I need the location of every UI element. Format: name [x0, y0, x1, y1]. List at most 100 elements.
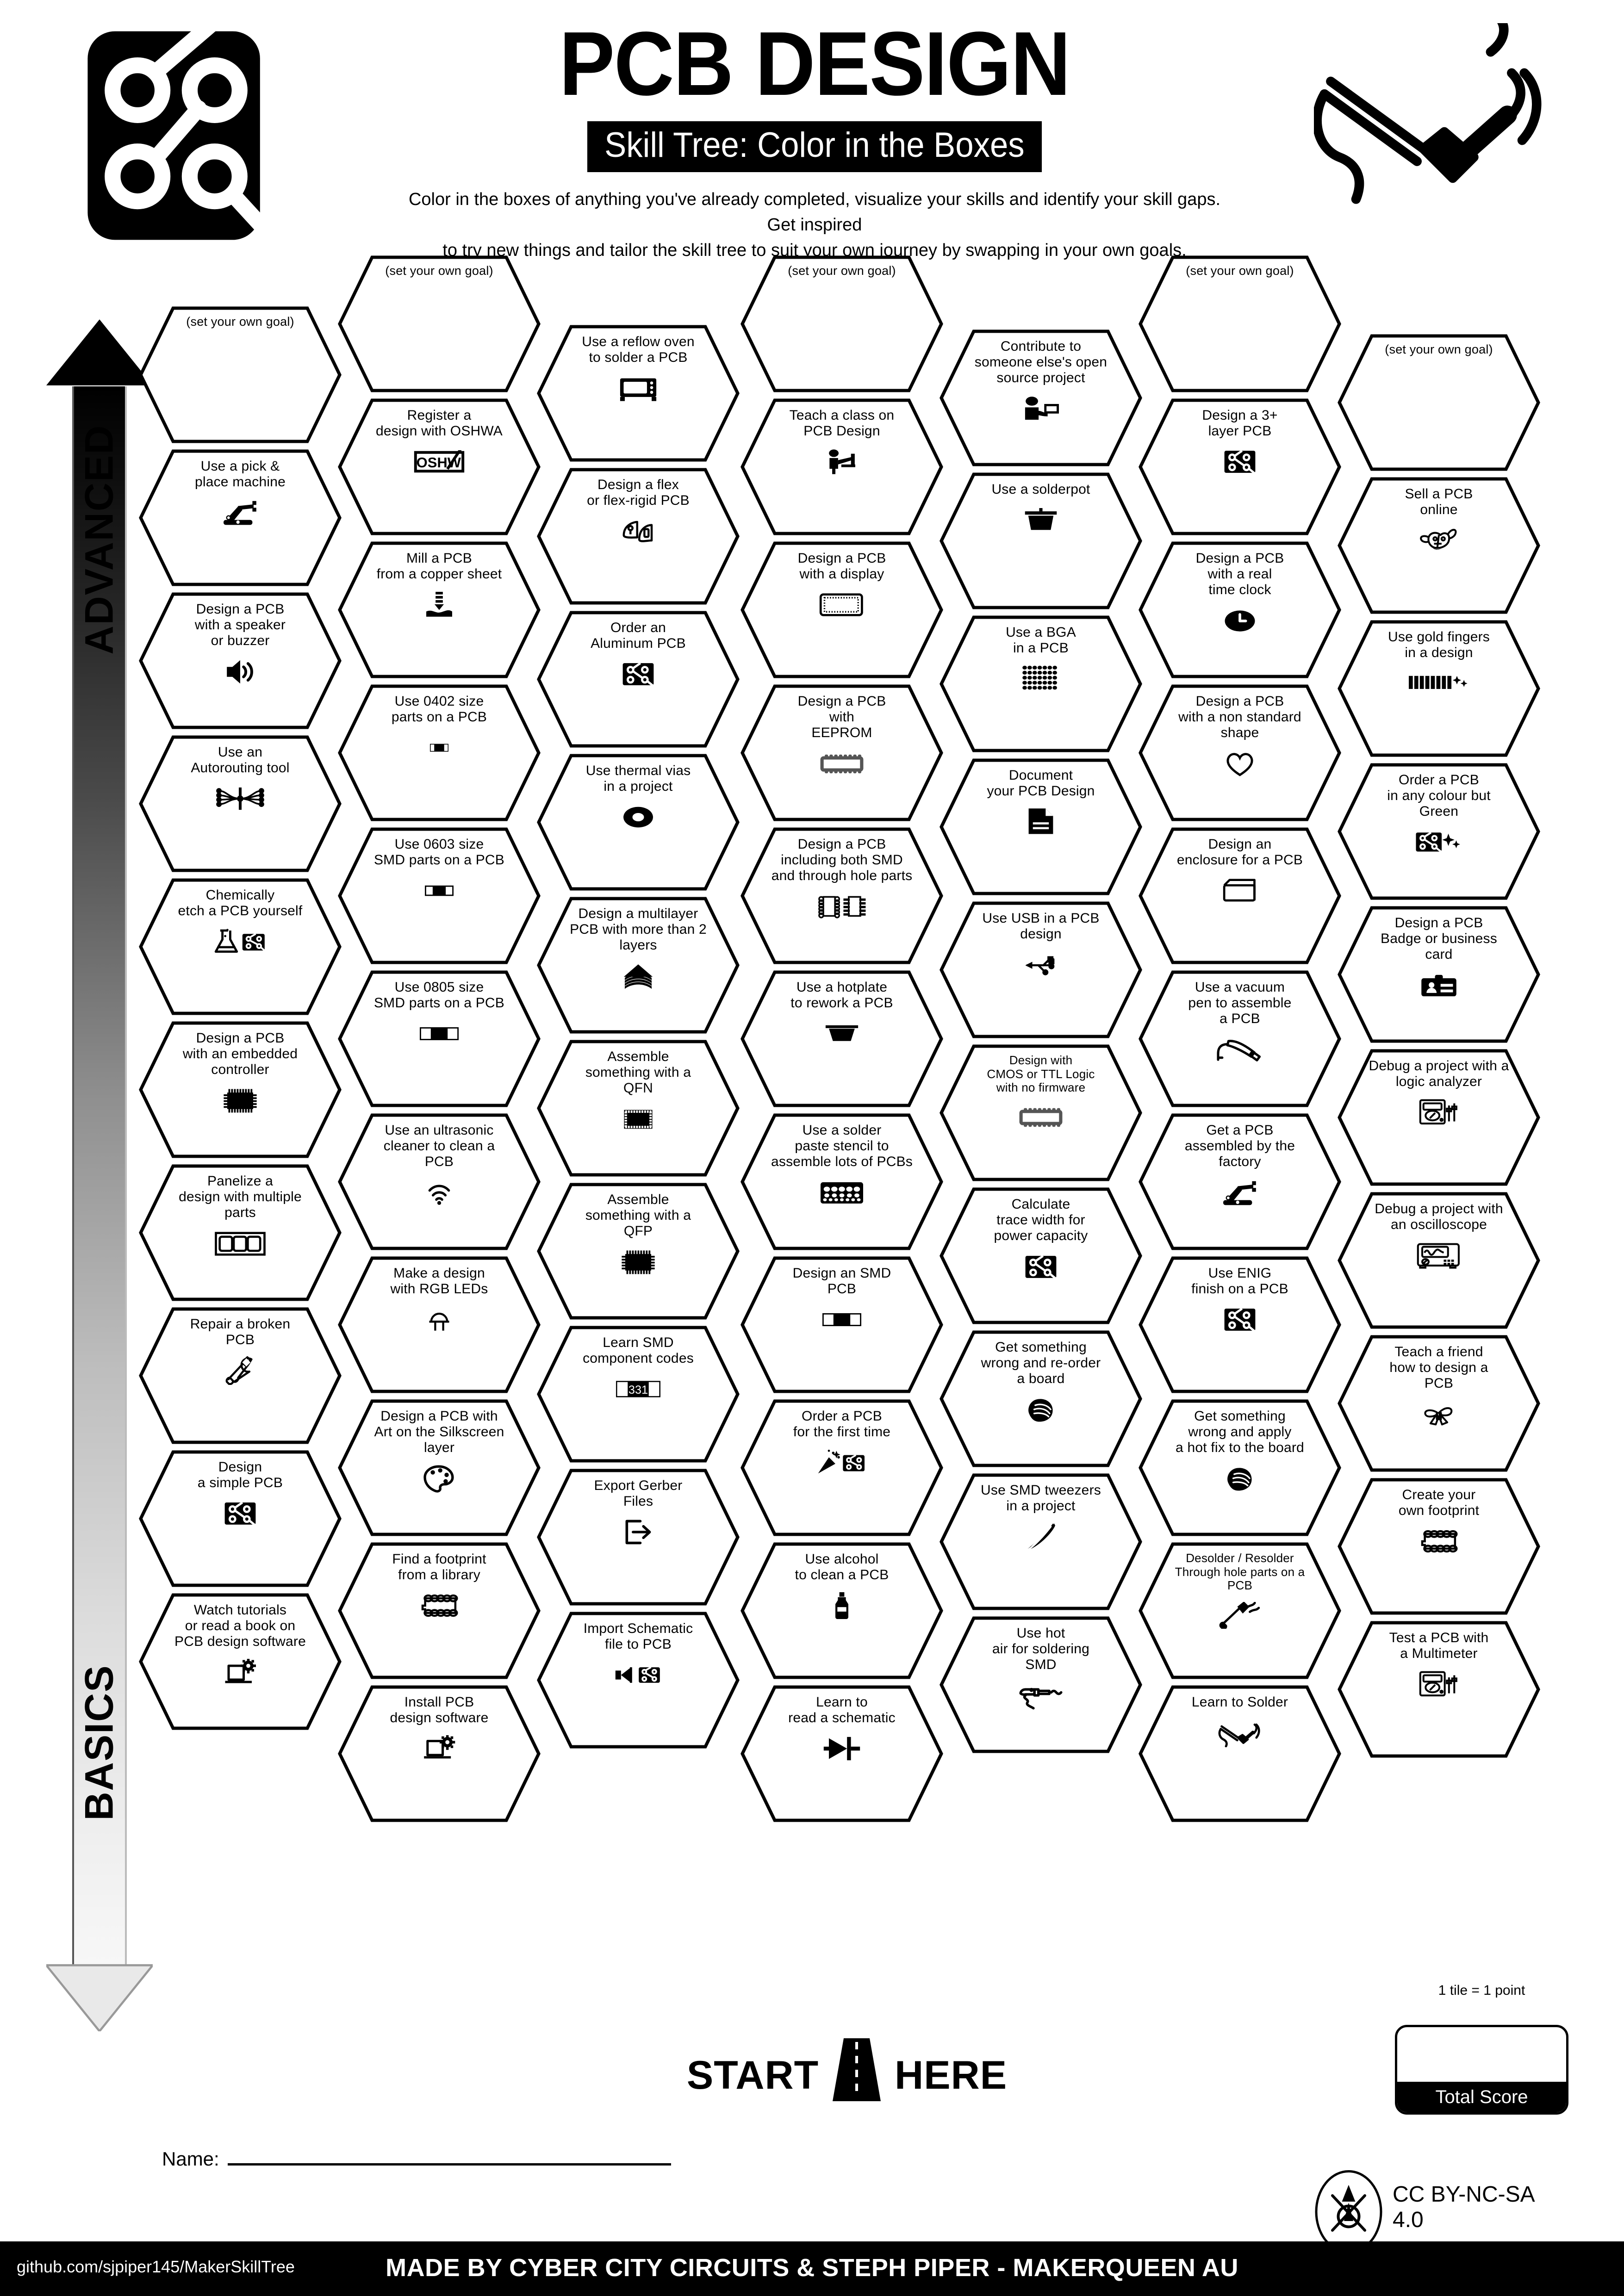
skill-tile[interactable]: Design with CMOS or TTL Logic with no firm…	[940, 1043, 1142, 1182]
hexagon-outline	[740, 1256, 943, 1393]
skill-tile[interactable]: Get a PCB assembled by the factory	[1139, 1112, 1341, 1251]
hexagon-outline	[1139, 1113, 1341, 1250]
skill-tile[interactable]: Document your PCB Design	[940, 757, 1142, 896]
skill-tile[interactable]: Chemically etch a PCB yourself	[139, 877, 342, 1016]
skill-tile[interactable]: Design a PCB with a speaker or buzzer	[139, 591, 342, 730]
hexagon-outline	[139, 878, 342, 1015]
skill-tile[interactable]: Design a PCB with EEPROM	[740, 683, 943, 822]
hexagon-outline	[537, 1612, 740, 1749]
skill-tile[interactable]: Design a PCB with Art on the Silkscreen la…	[338, 1398, 541, 1537]
skill-tile[interactable]: Use hot air for soldering SMD	[940, 1615, 1142, 1754]
cyber-city-circuits-logo	[1314, 2170, 1383, 2253]
skill-tile[interactable]: Design a PCB with an embedded controller	[139, 1020, 342, 1159]
skill-tile[interactable]: Create your own footprint	[1338, 1477, 1540, 1616]
skill-tile[interactable]: Design a flex or flex-rigid PCB	[537, 467, 740, 606]
skill-tile[interactable]: Find a footprint from a library	[338, 1541, 541, 1680]
skill-tile[interactable]: Watch tutorials or read a book on PCB desi…	[139, 1592, 342, 1731]
hexagon-outline	[1139, 970, 1341, 1107]
skill-tile[interactable]: Use thermal vias in a project	[537, 753, 740, 892]
hexagon-outline	[740, 398, 943, 535]
skill-tile[interactable]: Learn SMD component codes 331	[537, 1325, 740, 1464]
name-label: Name:	[162, 2148, 219, 2170]
score-card[interactable]: Total Score	[1395, 2025, 1568, 2115]
header: PCB DESIGN Skill Tree: Color in the Boxe…	[0, 0, 1624, 296]
total-score-box[interactable]: Total Score	[1395, 2008, 1568, 2115]
skill-tile[interactable]: Use SMD tweezers in a project	[940, 1472, 1142, 1611]
skill-tile[interactable]: Use a hotplate to rework a PCB	[740, 969, 943, 1108]
skill-tile[interactable]: Mill a PCB from a copper sheet	[338, 540, 541, 679]
skill-tile[interactable]: Use 0603 size SMD parts on a PCB	[338, 826, 541, 965]
skill-tile[interactable]: Contribute to someone else's open source p…	[940, 329, 1142, 467]
skill-tile[interactable]: Debug a project with a logic analyzer	[1338, 1048, 1540, 1187]
skill-tile[interactable]: Use a solder paste stencil to assemble lot…	[740, 1112, 943, 1251]
skill-tile[interactable]: Design a PCB with a display	[740, 540, 943, 679]
skill-tile[interactable]: Use an ultrasonic cleaner to clean a PCB	[338, 1112, 541, 1251]
skill-tile[interactable]: Design a PCB with a real time clock	[1139, 540, 1341, 679]
skill-tile[interactable]: Desolder / Resolder Through hole parts on…	[1139, 1541, 1341, 1680]
skill-tile[interactable]: (set your own goal)	[1338, 333, 1540, 472]
skill-tile[interactable]: (set your own goal)	[338, 254, 541, 393]
hexagon-outline	[740, 1542, 943, 1679]
skill-hex-grid: (set your own goal) Use a pick & place ma…	[0, 255, 1624, 2036]
skill-tile[interactable]: Teach a class on PCB Design	[740, 397, 943, 536]
skill-tile[interactable]: (set your own goal)	[1139, 254, 1341, 393]
skill-tile[interactable]: Order a PCB for the first time	[740, 1398, 943, 1537]
hexagon-outline	[740, 684, 943, 821]
skill-tile[interactable]: Use ENIG finish on a PCB	[1139, 1255, 1341, 1394]
hexagon-outline	[740, 1399, 943, 1536]
skill-tile[interactable]: Learn to read a schematic	[740, 1684, 943, 1823]
skill-tile[interactable]: Use USB in a PCB design	[940, 900, 1142, 1039]
skill-tile[interactable]: Install PCB design software	[338, 1684, 541, 1823]
name-input-line[interactable]	[227, 2161, 671, 2166]
skill-tile[interactable]: Design an enclosure for a PCB	[1139, 826, 1341, 965]
hexagon-outline	[940, 1616, 1142, 1753]
skill-tile[interactable]: Design a simple PCB	[139, 1449, 342, 1588]
skill-tile[interactable]: (set your own goal)	[139, 305, 342, 444]
skill-tile[interactable]: Use 0402 size parts on a PCB	[338, 683, 541, 822]
skill-tile[interactable]: Use 0805 size SMD parts on a PCB	[338, 969, 541, 1108]
skill-tile[interactable]: Repair a broken PCB	[139, 1306, 342, 1445]
skill-tile[interactable]: Order a PCB in any colour but Green	[1338, 762, 1540, 901]
footer-repo-link[interactable]: github.com/sjpiper145/MakerSkillTree	[17, 2257, 295, 2276]
skill-tile[interactable]: Get something wrong and apply a hot fix to…	[1139, 1398, 1341, 1537]
here-label: HERE	[895, 2053, 1008, 2097]
skill-tile[interactable]: Learn to Solder	[1139, 1684, 1341, 1823]
skill-tile[interactable]: Use a pick & place machine	[139, 448, 342, 587]
skill-tile[interactable]: Calculate trace width for power capacity	[940, 1186, 1142, 1325]
skill-tile[interactable]: Use a reflow oven to solder a PCB	[537, 324, 740, 463]
skill-tile[interactable]: Register a design with OSHWA OSHW	[338, 397, 541, 536]
skill-tile[interactable]: Design a PCB with a non standard shape	[1139, 683, 1341, 822]
skill-tile[interactable]: Sell a PCB online	[1338, 476, 1540, 615]
skill-tile[interactable]: Use a solderpot	[940, 472, 1142, 610]
skill-tile[interactable]: Panelize a design with multiple parts	[139, 1163, 342, 1302]
skill-tile[interactable]: Order an Aluminum PCB	[537, 610, 740, 749]
hexagon-outline	[139, 1021, 342, 1158]
skill-tile[interactable]: Assemble something with a QFP	[537, 1182, 740, 1321]
skill-tile[interactable]: Export Gerber Files	[537, 1468, 740, 1607]
skill-tile[interactable]: Test a PCB with a Multimeter	[1338, 1620, 1540, 1759]
skill-tile[interactable]: Assemble something with a QFN	[537, 1039, 740, 1178]
hexagon-outline	[940, 615, 1142, 752]
start-here-marker: START HERE	[671, 2038, 1023, 2110]
skill-tile[interactable]: Get something wrong and re-order a board	[940, 1329, 1142, 1468]
skill-tile[interactable]: Design a PCB including both SMD and throug…	[740, 826, 943, 965]
skill-tile[interactable]: Use gold fingers in a design	[1338, 619, 1540, 758]
skill-tile[interactable]: Import Schematic file to PCB	[537, 1611, 740, 1750]
skill-tile[interactable]: Make a design with RGB LEDs	[338, 1255, 541, 1394]
skill-tile[interactable]: Use alcohol to clean a PCB	[740, 1541, 943, 1680]
skill-tile[interactable]: Teach a friend how to design a PCB	[1338, 1334, 1540, 1473]
skill-tile[interactable]: Design a 3+ layer PCB	[1139, 397, 1341, 536]
skill-tile[interactable]: Design a PCB Badge or business card	[1338, 905, 1540, 1044]
hexagon-outline	[740, 970, 943, 1107]
hexagon-outline	[1338, 906, 1540, 1043]
hexagon-outline	[940, 1473, 1142, 1610]
skill-tile[interactable]: Use a BGA in a PCB	[940, 614, 1142, 753]
skill-tile[interactable]: Debug a project with an oscilloscope	[1338, 1191, 1540, 1330]
skill-tile[interactable]: (set your own goal)	[740, 254, 943, 393]
start-label: START	[686, 2053, 819, 2097]
hexagon-outline	[1139, 255, 1341, 392]
skill-tile[interactable]: Use a vacuum pen to assemble a PCB	[1139, 969, 1341, 1108]
skill-tile[interactable]: Use an Autorouting tool	[139, 734, 342, 873]
skill-tile[interactable]: Design an SMD PCB	[740, 1255, 943, 1394]
